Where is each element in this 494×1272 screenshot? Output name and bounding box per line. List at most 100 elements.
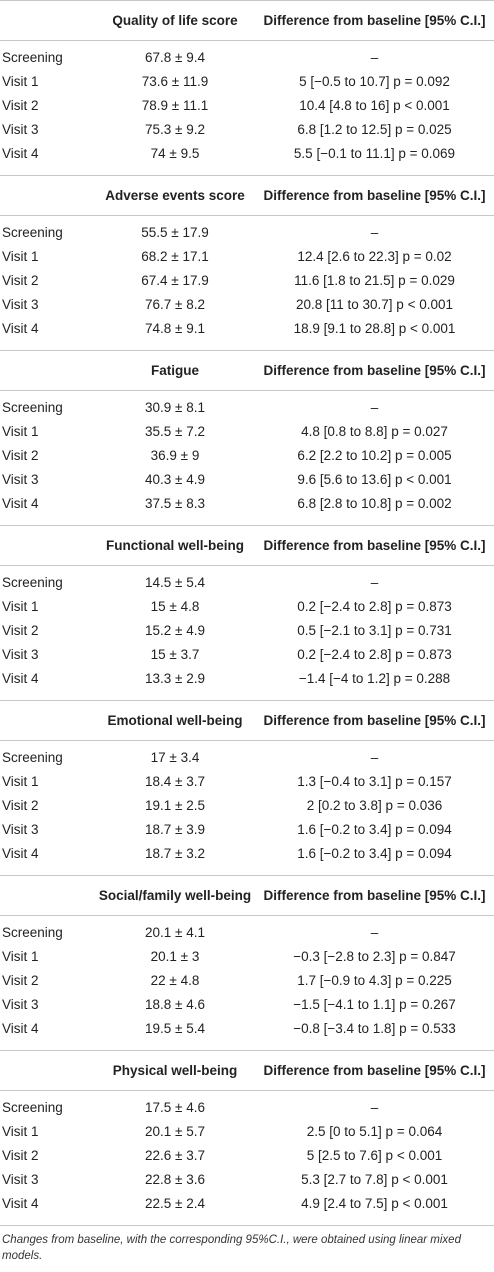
table-row: Screening 14.5 ± 5.4 –: [0, 570, 494, 594]
table-section: Physical well-being Difference from basel…: [0, 1050, 494, 1225]
score-cell: 36.9 ± 9: [150, 447, 200, 463]
table-row: Visit 2 19.1 ± 2.5 2 [0.2 to 3.8] p = 0.03…: [0, 793, 494, 817]
table-row: Visit 3 15 ± 3.7 0.2 [−2.4 to 2.8] p = 0.8…: [0, 642, 494, 666]
difference-cell: 6.2 [2.2 to 10.2] p = 0.005: [297, 447, 452, 463]
difference-cell: 11.6 [1.8 to 21.5] p = 0.029: [294, 272, 455, 288]
row-label: Visit 2: [2, 1147, 39, 1163]
score-cell: 18.4 ± 3.7: [145, 773, 205, 789]
score-cell: 22.6 ± 3.7: [145, 1147, 205, 1163]
table-row: Visit 3 75.3 ± 9.2 6.8 [1.2 to 12.5] p = 0…: [0, 117, 494, 141]
score-cell: 22.5 ± 2.4: [145, 1195, 205, 1211]
difference-cell: 2.5 [0 to 5.1] p = 0.064: [306, 1123, 443, 1139]
row-label: Visit 3: [2, 471, 39, 487]
row-label: Screening: [2, 399, 63, 415]
column-header: Difference from baseline [95% C.I.]: [263, 888, 486, 903]
row-label: Screening: [2, 49, 63, 65]
difference-cell: 6.8 [1.2 to 12.5] p = 0.025: [297, 121, 452, 137]
score-cell: 37.5 ± 8.3: [145, 495, 205, 511]
row-label: Visit 2: [2, 972, 39, 988]
score-cell: 15.2 ± 4.9: [145, 622, 205, 638]
score-cell: 18.8 ± 4.6: [145, 996, 205, 1012]
section-title: Emotional well-being: [107, 713, 243, 728]
score-cell: 67.4 ± 17.9: [141, 272, 209, 288]
difference-cell: –: [370, 574, 379, 590]
difference-cell: –: [370, 49, 379, 65]
header-row: Social/family well-being Difference from …: [0, 876, 494, 916]
column-header: Difference from baseline [95% C.I.]: [263, 713, 486, 728]
table-row: Screening 20.1 ± 4.1 –: [0, 920, 494, 944]
row-label: Visit 1: [2, 1123, 39, 1139]
column-header: Difference from baseline [95% C.I.]: [263, 188, 486, 203]
difference-cell: 12.4 [2.6 to 22.3] p = 0.02: [297, 248, 452, 264]
table-row: Visit 1 15 ± 4.8 0.2 [−2.4 to 2.8] p = 0.8…: [0, 594, 494, 618]
score-cell: 17.5 ± 4.6: [145, 1099, 205, 1115]
score-cell: 15 ± 4.8: [150, 598, 200, 614]
score-cell: 22 ± 4.8: [150, 972, 200, 988]
row-label: Screening: [2, 924, 63, 940]
difference-cell: 5 [2.5 to 7.6] p < 0.001: [306, 1147, 443, 1163]
row-label: Visit 2: [2, 447, 39, 463]
row-group: Screening 17.5 ± 4.6 – Visit 1 20.1 ± 5.7 2.5…: [0, 1091, 494, 1215]
table-row: Visit 1 35.5 ± 7.2 4.8 [0.8 to 8.8] p = 0.…: [0, 419, 494, 443]
score-cell: 74.8 ± 9.1: [145, 320, 205, 336]
row-label: Visit 1: [2, 598, 39, 614]
table-section: Emotional well-being Difference from base…: [0, 700, 494, 875]
row-label: Visit 4: [2, 145, 39, 161]
table-row: Visit 1 68.2 ± 17.1 12.4 [2.6 to 22.3] p =…: [0, 244, 494, 268]
score-cell: 20.1 ± 5.7: [145, 1123, 205, 1139]
header-row: Physical well-being Difference from basel…: [0, 1051, 494, 1091]
table-row: Visit 4 74.8 ± 9.1 18.9 [9.1 to 28.8] p < …: [0, 316, 494, 340]
row-group: Screening 14.5 ± 5.4 – Visit 1 15 ± 4.8 0.2 […: [0, 566, 494, 690]
table-row: Visit 2 78.9 ± 11.1 10.4 [4.8 to 16] p < 0…: [0, 93, 494, 117]
difference-cell: 1.6 [−0.2 to 3.4] p = 0.094: [297, 845, 452, 861]
column-header: Difference from baseline [95% C.I.]: [263, 1063, 486, 1078]
difference-cell: −1.4 [−4 to 1.2] p = 0.288: [298, 670, 451, 686]
table-section: Fatigue Difference from baseline [95% C.I…: [0, 350, 494, 525]
row-label: Visit 3: [2, 996, 39, 1012]
row-label: Visit 4: [2, 495, 39, 511]
difference-cell: 2 [0.2 to 3.8] p = 0.036: [306, 797, 443, 813]
table-row: Screening 17.5 ± 4.6 –: [0, 1095, 494, 1119]
header-row: Fatigue Difference from baseline [95% C.I…: [0, 351, 494, 391]
score-cell: 73.6 ± 11.9: [141, 73, 209, 89]
row-group: Screening 17 ± 3.4 – Visit 1 18.4 ± 3.7 1.3 […: [0, 741, 494, 865]
score-cell: 40.3 ± 4.9: [145, 471, 205, 487]
score-cell: 74 ± 9.5: [150, 145, 200, 161]
table: Quality of life score Difference from bas…: [0, 0, 494, 1226]
score-cell: 20.1 ± 4.1: [145, 924, 205, 940]
score-cell: 22.8 ± 3.6: [145, 1171, 205, 1187]
section-title: Fatigue: [150, 363, 199, 378]
row-label: Visit 3: [2, 121, 39, 137]
table-row: Screening 55.5 ± 17.9 –: [0, 220, 494, 244]
section-title: Social/family well-being: [98, 888, 252, 903]
difference-cell: –: [370, 1099, 379, 1115]
row-label: Screening: [2, 574, 63, 590]
table-row: Visit 1 18.4 ± 3.7 1.3 [−0.4 to 3.1] p = 0…: [0, 769, 494, 793]
table-row: Visit 1 20.1 ± 3 −0.3 [−2.8 to 2.3] p = 0.…: [0, 944, 494, 968]
score-cell: 30.9 ± 8.1: [145, 399, 205, 415]
column-header: Difference from baseline [95% C.I.]: [263, 13, 486, 28]
table-row: Screening 17 ± 3.4 –: [0, 745, 494, 769]
row-label: Visit 4: [2, 320, 39, 336]
table-row: Visit 2 22.6 ± 3.7 5 [2.5 to 7.6] p < 0.00…: [0, 1143, 494, 1167]
score-cell: 20.1 ± 3: [150, 948, 200, 964]
difference-cell: 9.6 [5.6 to 13.6] p < 0.001: [297, 471, 452, 487]
header-row: Adverse events score Difference from base…: [0, 176, 494, 216]
difference-cell: 20.8 [11 to 30.7] p < 0.001: [295, 296, 453, 312]
row-group: Screening 67.8 ± 9.4 – Visit 1 73.6 ± 11.9 5 …: [0, 41, 494, 165]
table-row: Visit 3 18.7 ± 3.9 1.6 [−0.2 to 3.4] p = 0…: [0, 817, 494, 841]
row-group: Screening 55.5 ± 17.9 – Visit 1 68.2 ± 17.1 1…: [0, 216, 494, 340]
difference-cell: 1.6 [−0.2 to 3.4] p = 0.094: [297, 821, 452, 837]
difference-cell: −0.8 [−3.4 to 1.8] p = 0.533: [293, 1020, 456, 1036]
row-label: Screening: [2, 224, 63, 240]
score-cell: 18.7 ± 3.9: [145, 821, 205, 837]
difference-cell: –: [370, 924, 379, 940]
score-cell: 18.7 ± 3.2: [145, 845, 205, 861]
row-label: Visit 4: [2, 1195, 39, 1211]
table-row: Visit 4 18.7 ± 3.2 1.6 [−0.2 to 3.4] p = 0…: [0, 841, 494, 865]
table-row: Visit 2 22 ± 4.8 1.7 [−0.9 to 4.3] p = 0.2…: [0, 968, 494, 992]
difference-cell: 5 [−0.5 to 10.7] p = 0.092: [299, 73, 450, 89]
row-label: Visit 1: [2, 948, 39, 964]
score-cell: 19.5 ± 5.4: [145, 1020, 205, 1036]
